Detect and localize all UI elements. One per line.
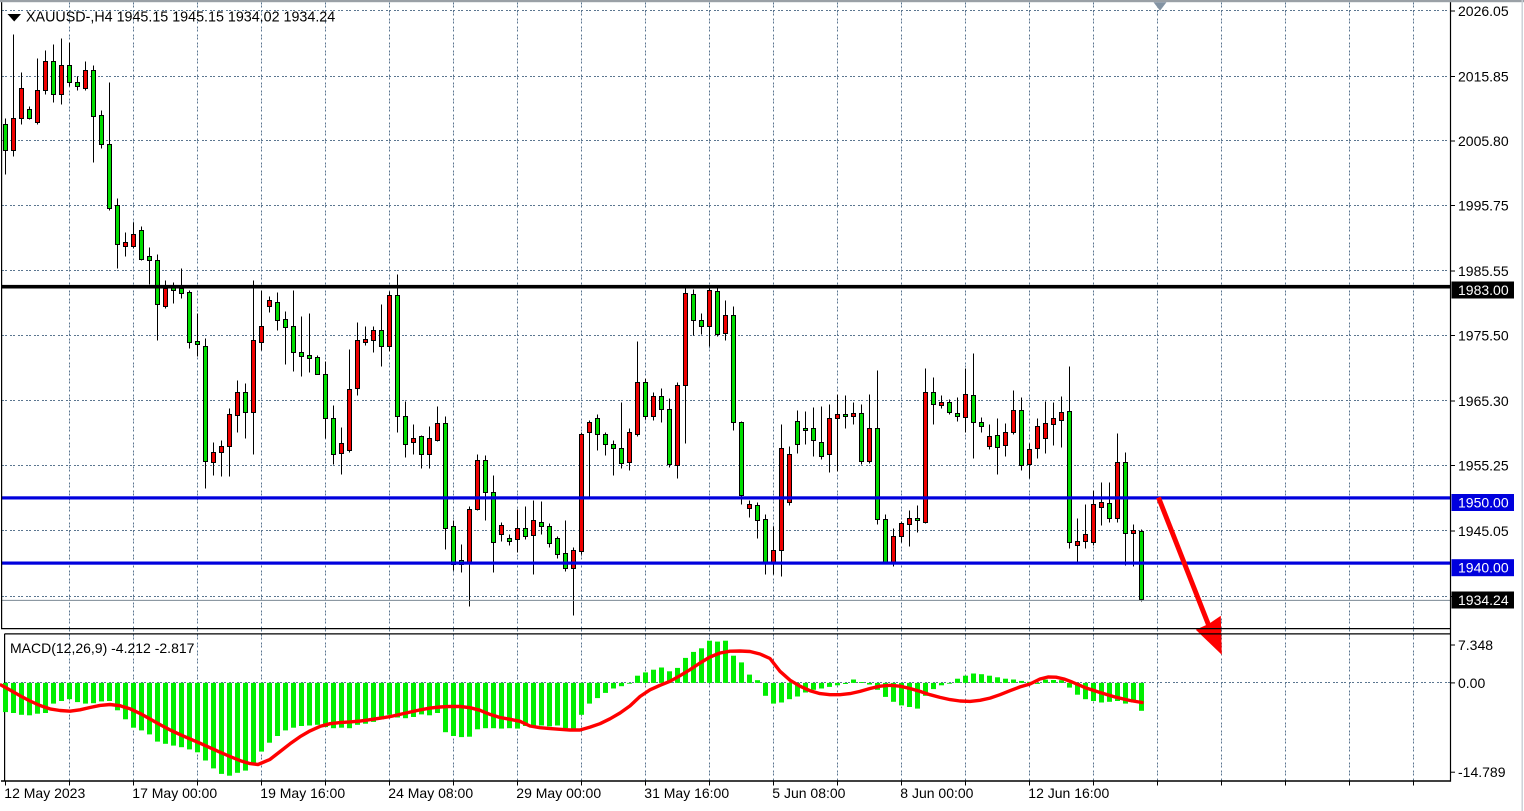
svg-text:MACD(12,26,9) -4.212 -2.817: MACD(12,26,9) -4.212 -2.817: [10, 640, 195, 656]
svg-text:2005.80: 2005.80: [1458, 133, 1509, 149]
svg-text:19 May 16:00: 19 May 16:00: [260, 785, 345, 801]
svg-text:7.348: 7.348: [1458, 637, 1493, 653]
svg-text:0.00: 0.00: [1458, 675, 1485, 691]
svg-text:1985.55: 1985.55: [1458, 263, 1509, 279]
svg-text:2026.05: 2026.05: [1458, 3, 1509, 19]
svg-text:24 May 08:00: 24 May 08:00: [388, 785, 473, 801]
svg-text:1995.75: 1995.75: [1458, 198, 1509, 214]
svg-text:17 May 00:00: 17 May 00:00: [132, 785, 217, 801]
svg-text:1945.05: 1945.05: [1458, 523, 1509, 539]
svg-text:1940.00: 1940.00: [1458, 560, 1509, 576]
svg-text:1950.00: 1950.00: [1458, 495, 1509, 511]
svg-text:1975.50: 1975.50: [1458, 328, 1509, 344]
svg-text:12 Jun 16:00: 12 Jun 16:00: [1028, 785, 1109, 801]
svg-text:8 Jun 00:00: 8 Jun 00:00: [900, 785, 973, 801]
svg-text:XAUUSD-,H4 1945.15 1945.15 19: XAUUSD-,H4 1945.15 1945.15 1934.02 1934.…: [26, 10, 335, 26]
svg-text:1965.30: 1965.30: [1458, 393, 1509, 409]
svg-text:2015.85: 2015.85: [1458, 69, 1509, 85]
svg-text:31 May 16:00: 31 May 16:00: [644, 785, 729, 801]
svg-text:1934.24: 1934.24: [1458, 592, 1509, 608]
svg-text:1955.25: 1955.25: [1458, 458, 1509, 474]
svg-text:1983.00: 1983.00: [1458, 282, 1509, 298]
svg-text:29 May 00:00: 29 May 00:00: [516, 785, 601, 801]
svg-text:12 May 2023: 12 May 2023: [4, 785, 85, 801]
svg-text:-14.789: -14.789: [1458, 764, 1506, 780]
svg-text:5 Jun 08:00: 5 Jun 08:00: [772, 785, 845, 801]
